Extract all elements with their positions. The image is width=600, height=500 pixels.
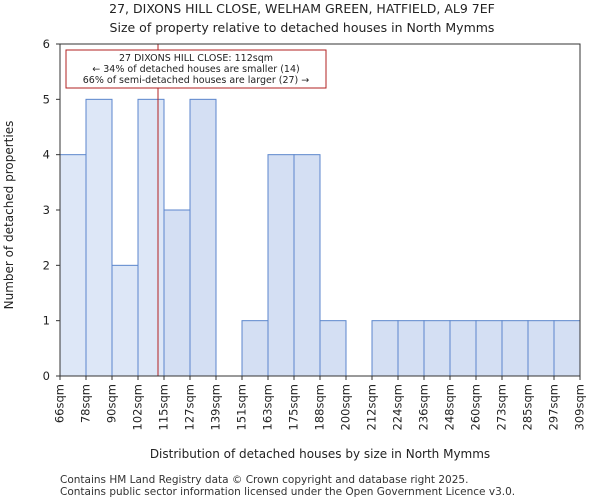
footer-line-2: Contains public sector information licen… xyxy=(60,486,515,498)
bar-273sqm xyxy=(501,320,529,377)
x-tick-label-309sqm: 309sqm xyxy=(573,384,587,430)
y-tick-label: 5 xyxy=(43,92,50,106)
x-tick-label-90sqm: 90sqm xyxy=(105,384,119,423)
y-tick-label: 2 xyxy=(43,258,50,272)
bar-236sqm xyxy=(423,320,451,377)
x-tick-label-200sqm: 200sqm xyxy=(339,384,353,430)
x-tick-label-127sqm: 127sqm xyxy=(183,384,197,430)
annotation-frame xyxy=(65,49,327,89)
x-tick-label-78sqm: 78sqm xyxy=(79,384,93,423)
bar-78sqm xyxy=(85,98,113,377)
x-tick-label-66sqm: 66sqm xyxy=(53,384,67,423)
y-tick-label: 3 xyxy=(43,203,50,217)
y-tick-label: 0 xyxy=(43,369,50,383)
x-axis-label: Distribution of detached houses by size … xyxy=(150,447,490,461)
footer-line-1: Contains HM Land Registry data © Crown c… xyxy=(60,474,468,486)
bar-224sqm xyxy=(397,320,425,377)
x-tick-label-115sqm: 115sqm xyxy=(157,384,171,430)
bar-188sqm xyxy=(319,320,347,377)
bar-127sqm xyxy=(189,98,217,377)
bar-260sqm xyxy=(475,320,503,377)
bar-66sqm xyxy=(59,154,87,377)
x-tick-label-188sqm: 188sqm xyxy=(313,384,327,430)
x-tick-label-260sqm: 260sqm xyxy=(469,384,483,430)
chart-subtitle: Size of property relative to detached ho… xyxy=(110,20,495,35)
bar-248sqm xyxy=(449,320,477,377)
y-tick-label: 4 xyxy=(43,148,50,162)
x-tick-label-175sqm: 175sqm xyxy=(287,384,301,430)
bar-90sqm xyxy=(111,264,139,377)
plot-frame xyxy=(59,43,581,377)
x-tick-label-139sqm: 139sqm xyxy=(209,384,223,430)
x-tick-label-285sqm: 285sqm xyxy=(521,384,535,430)
y-axis-label: Number of detached properties xyxy=(2,121,16,310)
y-tick-label: 1 xyxy=(43,314,50,328)
x-tick-label-212sqm: 212sqm xyxy=(365,384,379,430)
annotation-line-2: ← 34% of detached houses are smaller (14… xyxy=(92,64,299,75)
x-tick-label-224sqm: 224sqm xyxy=(391,384,405,430)
x-tick-label-163sqm: 163sqm xyxy=(261,384,275,430)
bar-297sqm xyxy=(553,320,581,377)
bar-115sqm xyxy=(163,209,191,377)
x-tick-label-248sqm: 248sqm xyxy=(443,384,457,430)
x-axis-ticks: 66sqm 78sqm 90sqm 102sqm 115sqm 127sqm 139sqm 1… xyxy=(53,376,587,430)
y-tick-label: 6 xyxy=(43,37,50,51)
bar-212sqm xyxy=(371,320,399,377)
bar-285sqm xyxy=(527,320,555,377)
annotation-box: 27 DIXONS HILL CLOSE: 112sqm ← 34% of de… xyxy=(65,49,327,89)
x-tick-label-236sqm: 236sqm xyxy=(417,384,431,430)
bars-group xyxy=(59,98,581,377)
bar-151sqm xyxy=(241,320,269,377)
x-tick-label-102sqm: 102sqm xyxy=(131,384,145,430)
x-tick-label-151sqm: 151sqm xyxy=(235,384,249,430)
bar-163sqm xyxy=(267,154,295,377)
bar-175sqm xyxy=(293,154,321,377)
annotation-line-3: 66% of semi-detached houses are larger (… xyxy=(83,75,310,86)
x-tick-label-297sqm: 297sqm xyxy=(547,384,561,430)
y-axis-ticks: 0 1 2 3 4 5 6 xyxy=(43,37,60,383)
annotation-line-1: 27 DIXONS HILL CLOSE: 112sqm xyxy=(119,53,273,64)
bar-102sqm xyxy=(137,98,165,377)
chart-title: 27, DIXONS HILL CLOSE, WELHAM GREEN, HAT… xyxy=(109,1,495,16)
x-tick-label-273sqm: 273sqm xyxy=(495,384,509,430)
